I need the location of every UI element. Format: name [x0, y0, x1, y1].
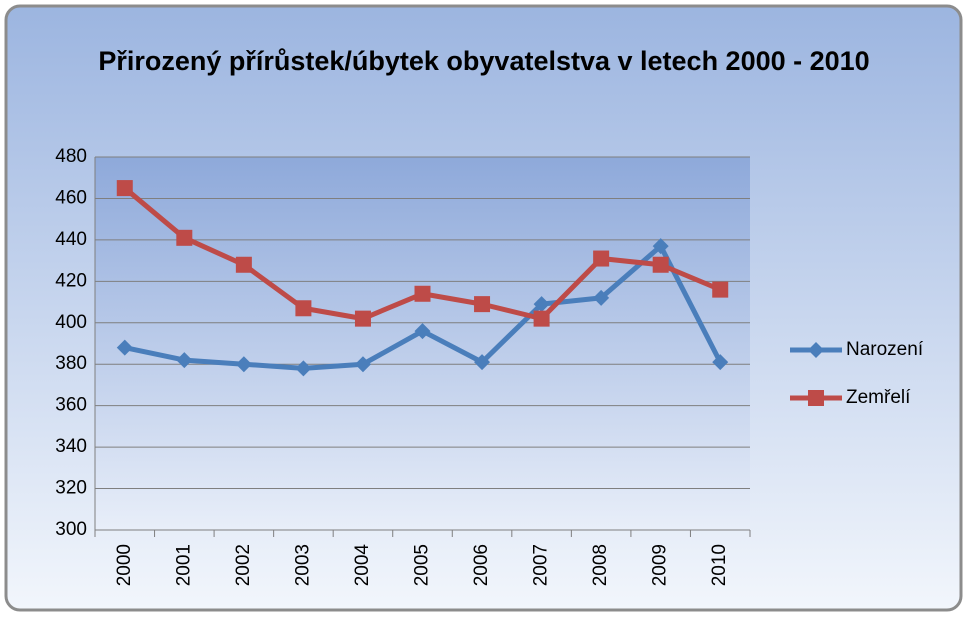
marker: [474, 354, 491, 371]
marker: [176, 229, 193, 246]
marker: [533, 310, 550, 327]
marker: [593, 250, 610, 267]
marker: [533, 296, 550, 313]
x-tick-label: 2010: [709, 544, 730, 586]
marker: [414, 285, 431, 302]
marker: [176, 352, 193, 369]
marker: [712, 354, 729, 371]
y-tick-label: 340: [55, 436, 87, 457]
y-tick-label: 360: [55, 395, 87, 416]
x-tick-label: 2001: [173, 544, 194, 586]
y-tick-label: 380: [55, 353, 87, 374]
y-tick-label: 480: [55, 146, 87, 167]
legend-label: Narození: [846, 339, 924, 360]
y-tick-label: 460: [55, 187, 87, 208]
y-tick-label: 420: [55, 270, 87, 291]
marker: [652, 256, 669, 273]
x-tick-label: 2002: [233, 544, 254, 586]
marker: [414, 323, 431, 340]
marker: [116, 339, 133, 356]
y-tick-label: 300: [55, 519, 87, 540]
marker: [235, 256, 252, 273]
marker: [652, 238, 669, 255]
marker: [593, 289, 610, 306]
marker: [808, 390, 824, 406]
x-tick-label: 2003: [292, 544, 313, 586]
y-tick-label: 440: [55, 229, 87, 250]
y-tick-label: 400: [55, 312, 87, 333]
x-tick-label: 2006: [471, 544, 492, 586]
x-tick-label: 2004: [352, 544, 373, 587]
marker: [474, 296, 491, 313]
marker: [712, 281, 729, 298]
x-tick-label: 2000: [114, 544, 135, 586]
plot-area: [95, 157, 750, 530]
marker: [235, 356, 252, 373]
x-tick-label: 2008: [590, 544, 611, 586]
x-tick-label: 2009: [650, 544, 671, 586]
chart-title: Přirozený přírůstek/úbytek obyvatelstva …: [98, 46, 870, 76]
marker: [116, 180, 133, 197]
marker: [295, 360, 312, 377]
marker: [808, 342, 824, 358]
legend-label: Zemřelí: [846, 387, 911, 408]
x-tick-label: 2007: [531, 544, 552, 586]
marker: [354, 310, 371, 327]
y-tick-label: 320: [55, 478, 87, 499]
marker: [354, 356, 371, 373]
x-tick-label: 2005: [412, 544, 433, 586]
marker: [295, 300, 312, 317]
